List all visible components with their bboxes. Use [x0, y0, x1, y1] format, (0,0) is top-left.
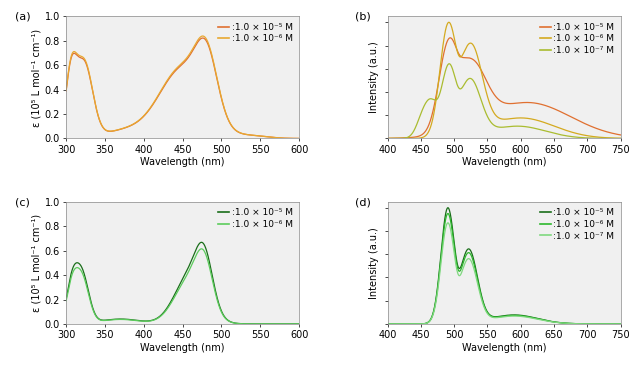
Text: (a): (a): [15, 12, 30, 22]
Text: (c): (c): [15, 197, 30, 207]
Text: (d): (d): [355, 197, 371, 207]
Legend: :1.0 × 10⁻⁵ M, :1.0 × 10⁻⁶ M: :1.0 × 10⁻⁵ M, :1.0 × 10⁻⁶ M: [217, 21, 295, 45]
Text: (b): (b): [355, 12, 370, 22]
Legend: :1.0 × 10⁻⁵ M, :1.0 × 10⁻⁶ M, :1.0 × 10⁻⁷ M: :1.0 × 10⁻⁵ M, :1.0 × 10⁻⁶ M, :1.0 × 10⁻…: [538, 206, 616, 242]
Legend: :1.0 × 10⁻⁵ M, :1.0 × 10⁻⁶ M, :1.0 × 10⁻⁷ M: :1.0 × 10⁻⁵ M, :1.0 × 10⁻⁶ M, :1.0 × 10⁻…: [538, 21, 616, 57]
Legend: :1.0 × 10⁻⁵ M, :1.0 × 10⁻⁶ M: :1.0 × 10⁻⁵ M, :1.0 × 10⁻⁶ M: [217, 206, 295, 231]
Y-axis label: Intensity (a.u.): Intensity (a.u.): [369, 42, 379, 113]
X-axis label: Wavelength (nm): Wavelength (nm): [462, 343, 546, 353]
X-axis label: Wavelength (nm): Wavelength (nm): [140, 343, 225, 353]
Y-axis label: ε (10⁵ L mol⁻¹ cm⁻¹): ε (10⁵ L mol⁻¹ cm⁻¹): [32, 29, 42, 127]
Y-axis label: Intensity (a.u.): Intensity (a.u.): [369, 227, 379, 299]
X-axis label: Wavelength (nm): Wavelength (nm): [462, 157, 546, 168]
X-axis label: Wavelength (nm): Wavelength (nm): [140, 157, 225, 168]
Y-axis label: ε (10⁵ L mol⁻¹ cm⁻¹): ε (10⁵ L mol⁻¹ cm⁻¹): [32, 214, 42, 312]
